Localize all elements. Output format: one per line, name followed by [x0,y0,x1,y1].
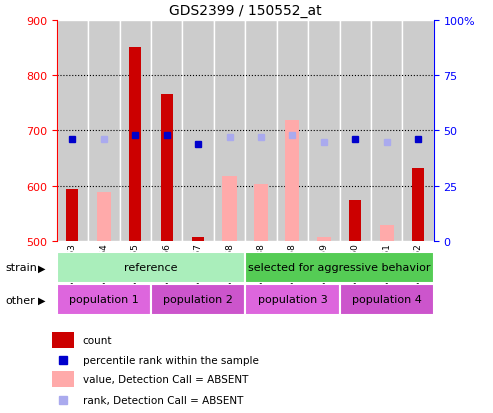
Bar [88,21,119,242]
Title: GDS2399 / 150552_at: GDS2399 / 150552_at [169,4,321,18]
Bar [57,21,88,242]
Text: value, Detection Call = ABSENT: value, Detection Call = ABSENT [83,374,248,384]
Text: ▶: ▶ [38,263,46,273]
Bar [245,21,277,242]
Bar [129,48,141,242]
Bar [245,284,340,315]
Bar [380,225,394,242]
Bar [52,332,74,348]
Text: count: count [83,335,112,345]
Text: population 1: population 1 [69,294,139,305]
Text: other: other [5,295,35,305]
Bar [119,21,151,242]
Bar [412,168,424,242]
Bar [371,21,402,242]
Bar [222,177,237,242]
Text: population 3: population 3 [257,294,327,305]
Bar [340,284,434,315]
Bar [182,21,214,242]
Bar [308,21,340,242]
Bar [52,371,74,387]
Bar [214,21,246,242]
Text: reference: reference [124,262,178,273]
Bar [350,201,361,242]
Bar [57,284,151,315]
Bar [192,238,204,242]
Bar [151,284,245,315]
Bar [97,193,111,242]
Bar [254,185,268,242]
Text: ▶: ▶ [38,295,46,305]
Text: percentile rank within the sample: percentile rank within the sample [83,355,259,365]
Bar [245,252,434,283]
Bar [161,95,173,242]
Bar [340,21,371,242]
Text: population 4: population 4 [352,294,422,305]
Bar [151,21,182,242]
Bar [402,21,434,242]
Text: selected for aggressive behavior: selected for aggressive behavior [248,262,431,273]
Bar [285,121,299,242]
Bar [67,189,78,242]
Text: population 2: population 2 [163,294,233,305]
Bar [317,238,331,242]
Text: rank, Detection Call = ABSENT: rank, Detection Call = ABSENT [83,395,243,405]
Text: strain: strain [5,263,37,273]
Bar [277,21,308,242]
Bar [57,252,245,283]
